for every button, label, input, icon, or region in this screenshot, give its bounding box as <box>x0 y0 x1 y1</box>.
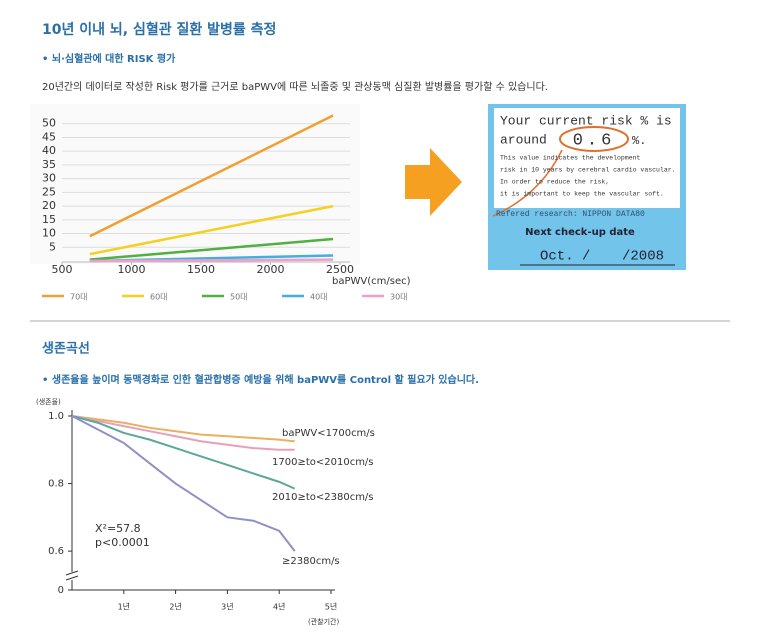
series-line <box>89 204 334 256</box>
x-axis-label: (관찰기간) <box>308 617 339 626</box>
series-line <box>89 258 334 263</box>
x-tick-label: 500 <box>52 263 73 276</box>
legend-label: 40대 <box>310 293 328 302</box>
next-label: Next check-up date <box>525 227 635 238</box>
card-note: In order to reduce the risk, <box>500 179 609 186</box>
y-tick-label: 15 <box>42 213 56 226</box>
y-tick-label: 20 <box>42 199 56 212</box>
y-tick-label: 40 <box>42 144 56 157</box>
x-tick-label: 5년 <box>325 602 337 612</box>
reference: Refered research: NIPPON DATA80 <box>496 210 645 219</box>
y-tick-label: 1.0 <box>48 411 64 422</box>
date-year: /2008 <box>622 249 664 265</box>
curve-label: 1700≥to<2010cm/s <box>272 457 374 468</box>
y-axis-label: (생존율) <box>36 397 61 406</box>
legend-label: 70대 <box>70 293 88 302</box>
y-tick-label: 35 <box>42 158 56 171</box>
y-tick-label: 0.8 <box>48 479 64 490</box>
annotation: p<0.0001 <box>95 536 150 549</box>
section-subtitle: • 생존율을 높이며 동맥경화로 인한 혈관합병증 예방을 위해 baPWV를 … <box>42 373 479 386</box>
series-line <box>89 114 334 238</box>
x-tick-label: 2년 <box>169 602 181 612</box>
card-inner <box>494 108 680 208</box>
curve-label: baPWV<1700cm/s <box>282 428 375 439</box>
survival-curve <box>71 415 296 490</box>
annotation: X²=57.8 <box>95 522 141 535</box>
y-tick-label: 50 <box>42 117 56 130</box>
legend-label: 30대 <box>390 293 408 302</box>
card-line: Your current risk % is <box>500 113 672 128</box>
risk-unit: %. <box>632 134 646 148</box>
arrow <box>405 148 462 216</box>
series-line <box>89 237 334 261</box>
highlight-ring <box>559 126 629 152</box>
card-note: This value indicates the development <box>500 155 641 162</box>
x-tick-label: 1000 <box>118 263 146 276</box>
legend-label: 60대 <box>150 293 168 302</box>
y-tick-label: 25 <box>42 185 56 198</box>
x-tick-label: 1년 <box>118 602 130 612</box>
survival-curve <box>71 415 295 443</box>
y-tick-label: 5 <box>49 240 56 253</box>
card-note: it is important to keep the vascular sof… <box>500 191 664 198</box>
curve-label: ≥2380cm/s <box>282 556 340 567</box>
y-tick-label: 30 <box>42 172 56 185</box>
survival-curve <box>71 415 296 552</box>
y-tick-label: 10 <box>42 227 56 240</box>
axis-break <box>65 570 79 581</box>
x-tick-label: 4년 <box>273 602 285 612</box>
legend-label: 50대 <box>230 293 248 302</box>
card-around: around <box>500 132 547 147</box>
x-tick-label: 3년 <box>221 602 233 612</box>
x-axis-label: baPWV(cm/sec) <box>332 276 411 287</box>
x-tick-label: 1500 <box>187 263 215 276</box>
curve-label: 2010≥to<2380cm/s <box>272 492 374 503</box>
card-note: risk in 10 years by cerebral cardio vasc… <box>500 167 676 174</box>
description: 20년간의 데이터로 작성한 Risk 평가를 근거로 baPWV에 따른 뇌졸… <box>42 81 548 93</box>
section-title: 10년 이내 뇌, 심혈관 질환 발병률 측정 <box>42 21 276 38</box>
x-tick-label: 2000 <box>257 263 285 276</box>
date-month: Oct. / <box>540 249 590 265</box>
x-tick-label: 2500 <box>326 263 354 276</box>
risk-value: 0.6 <box>573 131 616 150</box>
highlight-stroke <box>492 149 563 217</box>
y-tick-label: 45 <box>42 130 56 143</box>
y-tick-label: 0.6 <box>48 546 64 557</box>
section-title: 생존곡선 <box>42 341 90 357</box>
survival-curve <box>71 415 295 451</box>
section-subtitle: • 뇌·심혈관에 대한 RISK 평가 <box>42 52 176 65</box>
y-tick-label: 0 <box>58 585 64 596</box>
